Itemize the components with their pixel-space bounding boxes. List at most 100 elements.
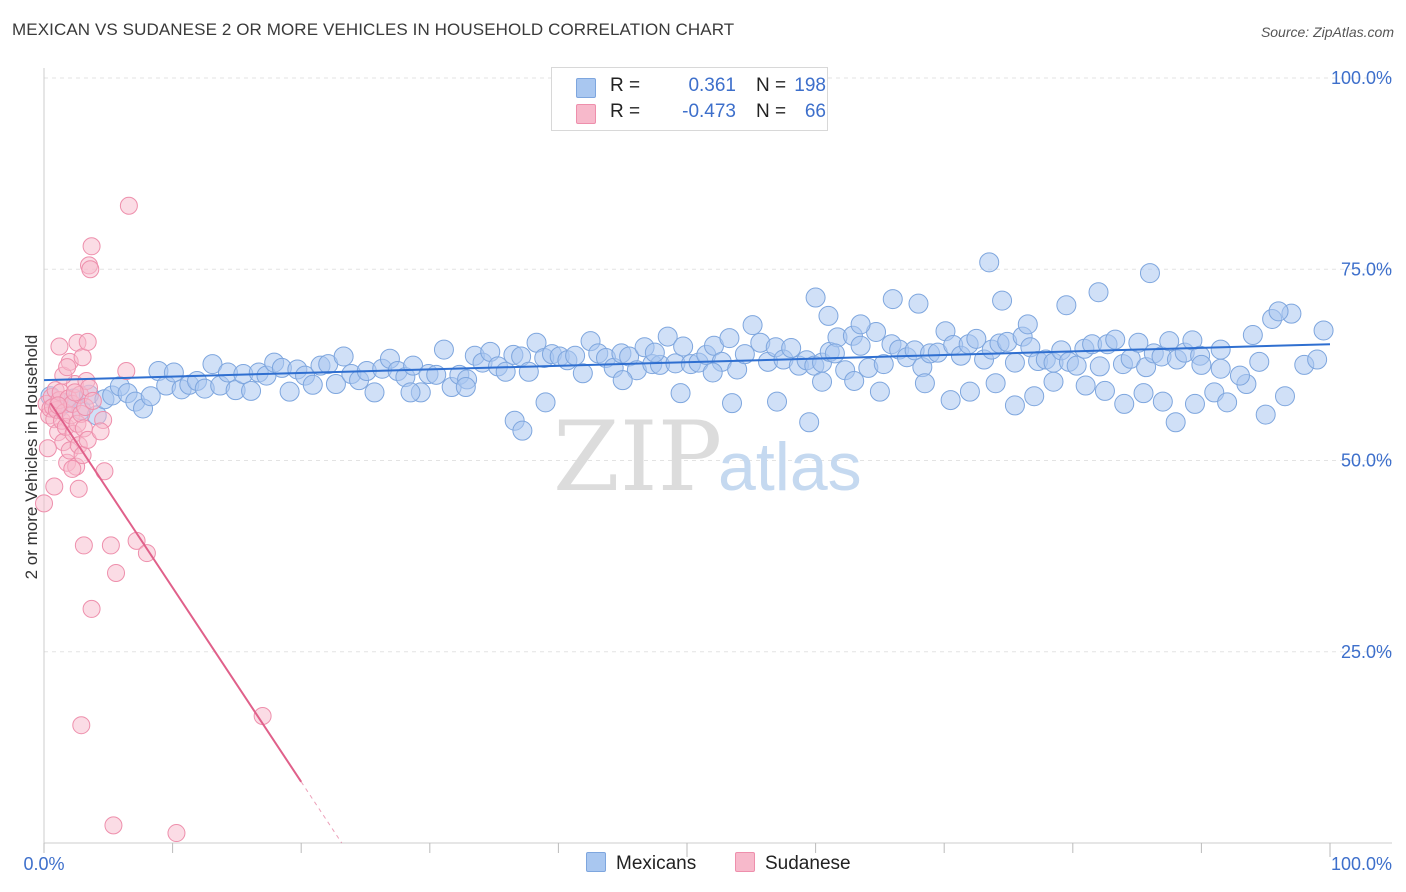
tick-labels: 25.0% 50.0% 75.0% 100.0% 0.0% 100.0% (23, 68, 1392, 874)
mexicans-point (202, 354, 223, 375)
mexicans-point (644, 342, 665, 363)
mexicans-point (1094, 380, 1115, 401)
mexicans-point (657, 326, 678, 347)
sudanese-point (50, 337, 69, 356)
sudanese-point (117, 361, 136, 380)
mexicans-legend-icon (586, 852, 606, 872)
mexicans-point (873, 354, 894, 375)
mexicans-point (325, 374, 346, 394)
sudanese-point (35, 494, 53, 513)
mexicans-point (1307, 349, 1328, 370)
sudanese-point (119, 196, 138, 215)
correlation-stats-box: R = 0.361 N = 198 R = -0.473 N = 66 (551, 67, 828, 131)
n-label: N = (756, 101, 787, 122)
mexicans-point (140, 386, 161, 407)
mexicans-point (722, 393, 743, 414)
mexicans-point (869, 381, 890, 402)
y-tick-label: 50.0% (1341, 451, 1392, 471)
sudanese-trend-line (49, 402, 303, 783)
r-value-sudanese: -0.473 (682, 101, 736, 122)
mexicans-point (1217, 392, 1238, 413)
source-label: Source: ZipAtlas.com (1260, 24, 1394, 40)
mexicans-point (495, 361, 516, 382)
mexicans-point (673, 336, 694, 357)
mexicans-point (959, 381, 980, 402)
mexicans-point (572, 363, 593, 384)
mexicans-point (1184, 393, 1205, 414)
mexicans-point (512, 420, 533, 441)
mexicans-point (1152, 391, 1173, 412)
n-value-sudanese: 66 (804, 101, 826, 122)
mexicans-point (1004, 395, 1025, 416)
mexicans-point (1242, 325, 1263, 346)
mexicans-point (1114, 393, 1135, 414)
mexicans-point (1139, 263, 1160, 284)
sudanese-point (137, 544, 156, 563)
mexicans-point (565, 345, 586, 366)
mexicans-point (966, 328, 987, 349)
legend-label-sudanese: Sudanese (765, 853, 851, 874)
sudanese-point (69, 479, 88, 498)
legend-item-mexicans[interactable]: Mexicans (586, 852, 696, 875)
mexicans-trend-line (43, 343, 1331, 382)
mexicans-point (302, 374, 323, 395)
sudanese-point (167, 824, 186, 843)
mexicans-point (535, 392, 556, 413)
sudanese-point (91, 422, 110, 441)
sudanese-point (72, 716, 91, 735)
mexicans-point (1229, 365, 1250, 386)
mexicans-point (812, 371, 833, 392)
mexicans-point (1255, 404, 1276, 425)
mexicans-point (279, 381, 300, 402)
sudanese-point (58, 358, 77, 377)
mexicans-point (333, 346, 354, 367)
mexicans-point (1133, 383, 1154, 404)
mexicans-point (742, 315, 763, 336)
mexicans-point (1249, 351, 1270, 372)
mexicans-point (1210, 358, 1231, 379)
mexicans-point (612, 370, 633, 391)
mexicans-point (1191, 354, 1212, 375)
sudanese-point (81, 260, 100, 279)
grid-lines (44, 77, 1392, 653)
mexicans-point (992, 290, 1013, 311)
mexicans-point (1075, 375, 1096, 396)
mexicans-point (1017, 314, 1038, 335)
sudanese-point (82, 599, 101, 618)
watermark-atlas: atlas (718, 429, 862, 505)
legend-label-mexicans: Mexicans (616, 853, 697, 874)
sudanese-point (38, 439, 57, 458)
mexicans-point (1089, 356, 1110, 377)
watermark: ZIP atlas (553, 401, 862, 513)
x-tick-label: 0.0% (23, 854, 64, 874)
mexicans-point (1210, 339, 1231, 360)
mexicans-point (455, 377, 476, 398)
mexicans-point (1159, 331, 1180, 352)
mexicans-point (1088, 282, 1109, 303)
x-tick-label: 100.0% (1331, 854, 1392, 874)
mexicans-point (670, 383, 691, 404)
sudanese-point (82, 237, 101, 256)
watermark-zip: ZIP (553, 401, 722, 513)
mexicans-point (824, 343, 845, 364)
mexicans-point (781, 338, 802, 359)
mexicans-point (1274, 386, 1295, 407)
mexicans-swatch-icon (576, 78, 596, 98)
mexicans-point (940, 390, 961, 411)
mexicans-point (1165, 412, 1186, 433)
mexicans-point (1268, 301, 1289, 322)
y-tick-label: 75.0% (1341, 259, 1392, 279)
sudanese-swatch-icon (576, 104, 596, 124)
mexicans-point (979, 252, 1000, 273)
y-tick-label: 25.0% (1341, 642, 1392, 662)
mexicans-point (433, 339, 454, 360)
mexicans-point (1313, 320, 1334, 341)
legend-item-sudanese[interactable]: Sudanese (735, 852, 851, 875)
sudanese-point (63, 459, 82, 478)
y-tick-label: 100.0% (1331, 68, 1392, 88)
r-label: R = (610, 75, 641, 96)
n-label: N = (756, 75, 787, 96)
sudanese-points (35, 196, 272, 843)
mexicans-point (1043, 371, 1064, 392)
